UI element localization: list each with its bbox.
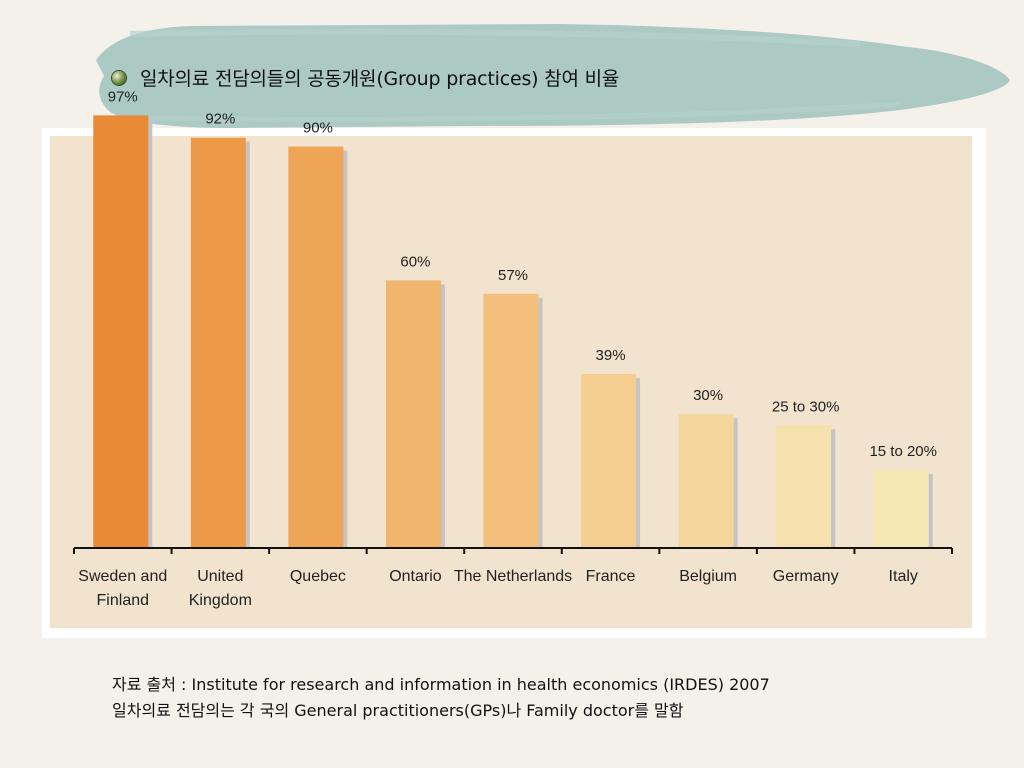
category-label: Germany xyxy=(773,568,839,585)
bar xyxy=(581,374,637,548)
bar xyxy=(776,425,832,548)
bar-chart: 97% Sweden and Finland 92% United Kingdom 90% Q… xyxy=(73,88,953,609)
bar xyxy=(385,280,441,548)
value-label: 15 to 20% xyxy=(869,443,937,460)
category-label: Kingdom xyxy=(189,592,252,609)
value-label: 39% xyxy=(596,347,626,364)
value-label: 90% xyxy=(303,120,333,137)
bar xyxy=(483,293,539,548)
category-label: Italy xyxy=(889,568,918,585)
value-label: 60% xyxy=(400,253,430,270)
category-label: Quebec xyxy=(290,568,346,585)
caption: 자료 출처 : Institute for research and infor… xyxy=(112,672,770,724)
category-label: Finland xyxy=(97,592,149,609)
title-banner-brush xyxy=(96,24,1010,128)
bar xyxy=(190,137,246,548)
category-label: United xyxy=(197,568,243,585)
bar xyxy=(873,469,929,548)
title-row: 일차의료 전담의들의 공동개원(Group practices) 참여 비율 xyxy=(112,64,619,91)
value-label: 25 to 30% xyxy=(772,398,840,415)
leaf-bullet-icon xyxy=(112,70,126,85)
category-label: France xyxy=(586,568,636,585)
source-line: 자료 출처 : Institute for research and infor… xyxy=(112,675,770,694)
bar xyxy=(288,146,344,548)
value-label: 92% xyxy=(205,111,235,128)
category-label: Ontario xyxy=(389,568,442,585)
note-line: 일차의료 전담의는 각 국의 General practitioners(GPs… xyxy=(112,701,684,720)
value-label: 57% xyxy=(498,267,528,284)
category-label: Sweden and xyxy=(78,568,167,585)
value-label: 97% xyxy=(108,88,138,105)
slide-title: 일차의료 전담의들의 공동개원(Group practices) 참여 비율 xyxy=(140,68,620,90)
value-label: 30% xyxy=(693,387,723,404)
category-label: The Netherlands xyxy=(454,568,572,585)
bar xyxy=(678,414,734,548)
bar xyxy=(93,115,149,548)
category-label: Belgium xyxy=(679,568,737,585)
